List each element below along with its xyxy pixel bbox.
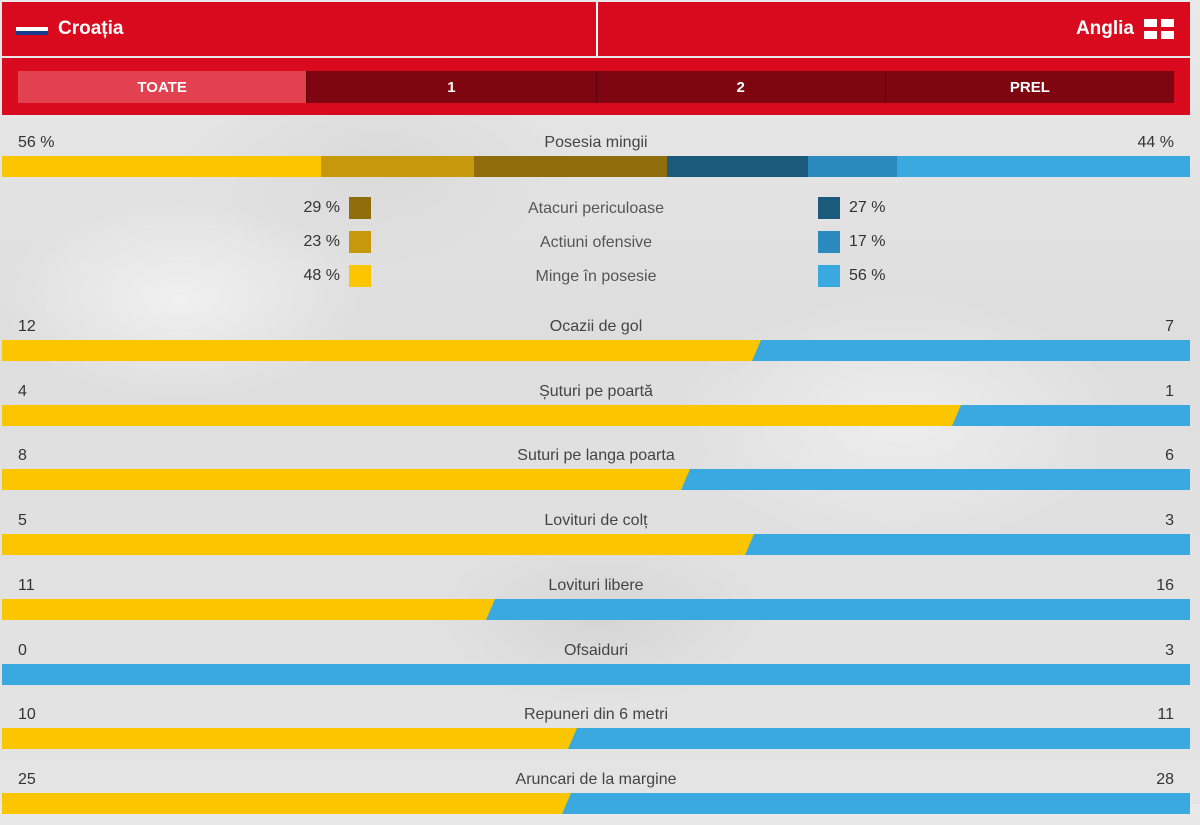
breakdown-away-value: 56 % [849,267,886,284]
stat-label: Lovituri de colț [544,512,648,529]
tab-toate[interactable]: TOATE [18,71,307,103]
tab-1[interactable]: 1 [306,71,596,103]
stat-label: Suturi pe langa poarta [517,447,675,464]
stat-bar-home-fill [2,534,753,555]
breakdown-home-value: 48 % [303,267,340,284]
home-team-name: Croația [58,18,124,39]
stat-row: 8 Suturi pe langa poarta 6 [2,441,1190,501]
stat-bar-home-fill [2,340,762,361]
stat-label: Șuturi pe poartă [539,383,653,400]
match-header: Croația Anglia [2,2,1190,56]
stat-away-value: 1 [1165,383,1174,400]
possession-label: Posesia mingii [544,134,648,151]
breakdown-label: Actiuni ofensive [539,234,653,251]
tab-prel[interactable]: PREL [884,71,1174,103]
possession-away-minge [897,156,1190,177]
breakdown-away-swatch [818,197,840,219]
stat-away-value: 28 [1156,771,1174,788]
breakdown-away-swatch [818,231,840,253]
possession-away-actiuni [808,156,898,177]
breakdown-away-value: 17 % [849,233,886,250]
croatia-flag-icon [16,23,48,35]
possession-away-value: 44 % [1137,134,1174,151]
stat-bar-home-fill [2,469,690,490]
stat-bar [2,469,1190,490]
header-divider [596,2,598,56]
breakdown-home-swatch [349,265,371,287]
home-team[interactable]: Croația [16,2,133,56]
stat-bar-home-fill [2,728,577,749]
stat-bar [2,534,1190,555]
breakdown-home-value: 23 % [303,233,340,250]
stat-bar-home-fill [2,599,495,620]
possession-row: 56 % Posesia mingii 44 % [2,126,1190,186]
stat-away-value: 3 [1165,642,1174,659]
stat-away-value: 11 [1157,706,1174,723]
possession-bar [2,156,1190,177]
stat-home-value: 10 [18,706,36,723]
stat-home-value: 4 [18,383,27,400]
possession-home-actiuni [321,156,475,177]
breakdown-label: Minge în posesie [535,268,657,285]
breakdown-row: 23 % Actiuni ofensive 17 % [2,230,1190,258]
stat-away-value: 6 [1165,447,1174,464]
possession-home-atacuri [474,156,668,177]
stat-home-value: 11 [18,577,35,594]
stat-row: 4 Șuturi pe poartă 1 [2,377,1190,437]
stat-home-value: 5 [18,512,27,529]
stat-label: Ofsaiduri [563,642,629,659]
stat-bar-home-fill [2,405,962,426]
away-team-name: Anglia [1075,18,1134,39]
stat-away-value: 16 [1156,577,1174,594]
away-team[interactable]: Anglia [1066,2,1174,56]
england-flag-icon [1144,19,1174,39]
stat-bar [2,405,1190,426]
stat-label: Aruncari de la margine [515,771,677,788]
stat-bar [2,664,1190,685]
stat-row: 12 Ocazii de gol 7 [2,312,1190,372]
tab-2[interactable]: 2 [595,71,885,103]
breakdown-label: Atacuri periculoase [527,200,665,217]
breakdown-row: 29 % Atacuri periculoase 27 % [2,196,1190,224]
period-tabs: TOATE 1 2 PREL [18,71,1174,103]
breakdown-away-value: 27 % [849,199,886,216]
stat-row: 0 Ofsaiduri 3 [2,636,1190,696]
stat-bar [2,340,1190,361]
stat-label: Ocazii de gol [549,318,643,335]
stat-bar [2,728,1190,749]
possession-away-atacuri [667,156,809,177]
stat-row: 25 Aruncari de la margine 28 [2,765,1190,825]
possession-home-minge [2,156,322,177]
stat-home-value: 12 [18,318,36,335]
stat-away-value: 3 [1165,512,1174,529]
stat-away-value: 7 [1165,318,1174,335]
breakdown-home-swatch [349,231,371,253]
stat-row: 10 Repuneri din 6 metri 11 [2,700,1190,760]
stat-home-value: 25 [18,771,36,788]
possession-home-value: 56 % [18,134,55,151]
stat-home-value: 0 [18,642,27,659]
stat-row: 5 Lovituri de colț 3 [2,506,1190,566]
breakdown-row: 48 % Minge în posesie 56 % [2,264,1190,292]
period-tabs-bar: TOATE 1 2 PREL [2,58,1190,115]
stat-home-value: 8 [18,447,27,464]
stat-row: 11 Lovituri libere 16 [2,571,1190,631]
breakdown-away-swatch [818,265,840,287]
stat-label: Lovituri libere [548,577,644,594]
breakdown-home-swatch [349,197,371,219]
stat-bar [2,599,1190,620]
stat-label: Repuneri din 6 metri [523,706,669,723]
breakdown-home-value: 29 % [303,199,340,216]
